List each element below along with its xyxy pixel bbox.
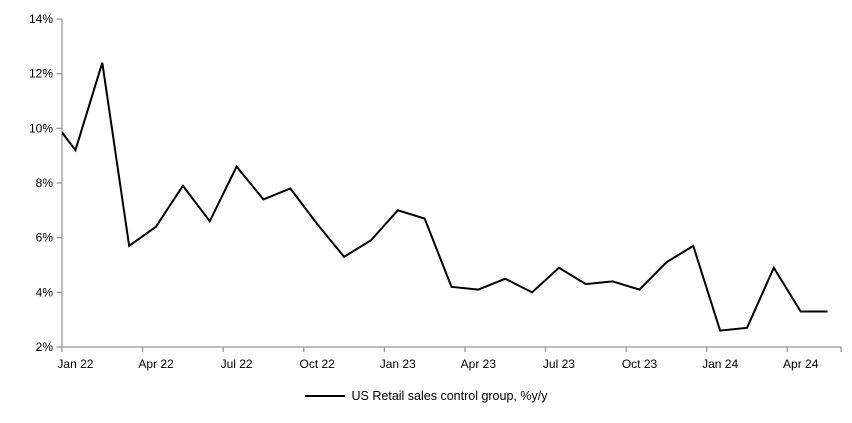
x-axis-tick-label: Jul 22 bbox=[221, 357, 253, 371]
y-axis-tick-label: 4% bbox=[36, 285, 54, 299]
y-axis-tick-label: 12% bbox=[29, 67, 53, 81]
y-axis-tick-label: 10% bbox=[29, 121, 53, 135]
x-axis-tick-label: Oct 22 bbox=[300, 357, 336, 371]
y-axis-tick-label: 6% bbox=[36, 231, 54, 245]
x-axis-tick-label: Jan 23 bbox=[380, 357, 416, 371]
data-line bbox=[62, 62, 828, 332]
x-axis-tick-label: Apr 22 bbox=[138, 357, 174, 371]
x-axis-tick-label: Jul 23 bbox=[543, 357, 575, 371]
legend: US Retail sales control group, %y/y bbox=[0, 389, 852, 403]
legend-line-sample bbox=[304, 395, 345, 397]
y-axis-tick-label: 8% bbox=[36, 176, 54, 190]
x-axis-tick-label: Jan 24 bbox=[702, 357, 738, 371]
x-axis-tick-label: Apr 23 bbox=[461, 357, 497, 371]
x-axis-tick-label: Oct 23 bbox=[622, 357, 658, 371]
x-axis-tick-label: Apr 24 bbox=[783, 357, 819, 371]
y-axis-tick-label: 2% bbox=[36, 340, 54, 354]
legend-label: US Retail sales control group, %y/y bbox=[351, 389, 548, 403]
y-axis-tick-label: 14% bbox=[29, 12, 53, 26]
x-axis-tick-label: Jan 22 bbox=[57, 357, 93, 371]
